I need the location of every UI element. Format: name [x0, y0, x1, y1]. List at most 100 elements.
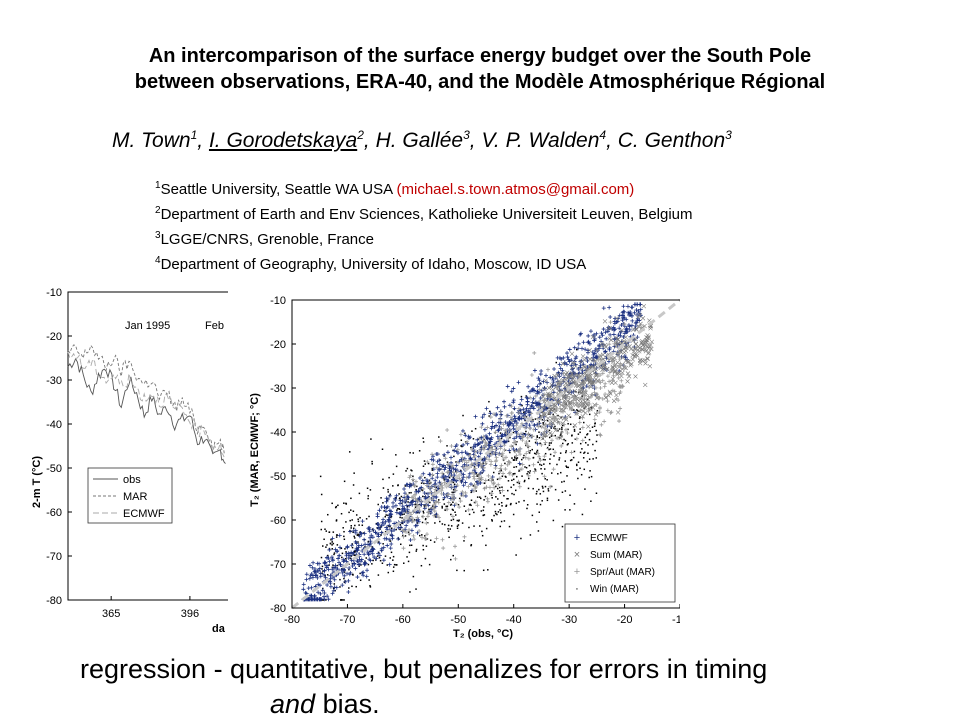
scatter-point — [567, 396, 572, 401]
scatter-point — [551, 377, 556, 382]
scatter-point — [640, 342, 646, 348]
sc-xlabel: T₂ (obs, °C) — [453, 628, 513, 640]
scatter-point — [588, 413, 591, 416]
scatter-point — [410, 544, 413, 546]
scatter-point — [466, 475, 471, 480]
scatter-point — [400, 498, 405, 503]
scatter-point — [626, 310, 631, 315]
scatter-point — [605, 408, 610, 413]
scatter-point — [442, 495, 447, 500]
scatter-point — [627, 327, 632, 332]
scatter-point — [355, 585, 357, 588]
scatter-point — [498, 490, 501, 492]
scatter-point — [323, 538, 325, 541]
scatter-point — [350, 525, 353, 527]
scatter-point — [527, 470, 529, 473]
scatter-point — [372, 559, 374, 562]
scatter-point — [472, 485, 475, 487]
scatter-point — [403, 500, 408, 505]
scatter-point — [328, 584, 333, 589]
scatter-point — [612, 389, 617, 394]
scatter-point — [554, 488, 557, 491]
scatter-point — [630, 318, 635, 323]
scatter-point — [477, 436, 482, 441]
scatter-point — [581, 340, 586, 345]
scatter-point — [487, 485, 492, 490]
scatter-point — [567, 359, 572, 364]
scatter-point — [547, 393, 552, 398]
scatter-point — [441, 546, 446, 551]
scatter-point — [487, 569, 489, 571]
scatter-point — [572, 345, 577, 350]
scatter-point — [513, 493, 515, 496]
scatter-point — [494, 455, 499, 460]
scatter-point — [479, 496, 481, 498]
scatter-point — [557, 429, 559, 432]
scatter-point — [452, 518, 455, 521]
scatter-point — [400, 528, 405, 533]
scatter-point — [492, 479, 494, 481]
scatter-point — [353, 530, 358, 535]
scatter-point — [535, 493, 538, 495]
scatter-point — [566, 357, 571, 362]
scatter-point — [427, 462, 430, 465]
scatter-point — [572, 360, 577, 365]
scatter-point — [538, 437, 541, 439]
scatter-point — [496, 427, 501, 432]
scatter-point — [370, 438, 372, 440]
scatter-point — [446, 445, 448, 447]
scatter-point — [517, 484, 522, 489]
scatter-point — [506, 459, 511, 464]
scatter-point — [582, 357, 587, 363]
sc-ylabel: T₂ (MAR, ECMWF; °C) — [249, 393, 261, 507]
scatter-point — [515, 457, 518, 460]
scatter-point — [350, 527, 352, 529]
scatter-point — [610, 378, 615, 383]
scatter-point — [595, 457, 598, 459]
scatter-point — [587, 385, 592, 390]
scatter-point — [600, 396, 605, 401]
scatter-point — [443, 479, 445, 481]
scatter-point — [597, 378, 602, 383]
scatter-point — [535, 453, 537, 455]
scatter-point — [448, 536, 450, 539]
scatter-point — [532, 457, 535, 459]
scatter-point — [482, 412, 487, 417]
scatter-point — [512, 419, 517, 424]
scatter-point — [558, 457, 561, 459]
scatter-point — [422, 544, 424, 547]
scatter-point — [649, 339, 655, 345]
scatter-point — [566, 466, 568, 468]
scatter-point — [450, 525, 453, 527]
scatter-point — [523, 480, 526, 483]
scatter-point — [462, 534, 467, 539]
scatter-point — [359, 531, 361, 533]
scatter-point — [430, 462, 435, 467]
scatter-point — [388, 511, 393, 516]
scatter-point — [392, 566, 395, 568]
scatter-point — [570, 459, 573, 461]
scatter-point — [398, 525, 403, 530]
scatter-point — [445, 507, 450, 512]
scatter-point — [594, 402, 599, 407]
scatter-point — [346, 556, 351, 561]
scatter-point — [541, 411, 546, 417]
scatter-point — [316, 590, 321, 595]
scatter-point — [557, 400, 562, 405]
scatter-point — [548, 448, 550, 451]
scatter-point — [531, 448, 534, 451]
scatter-point — [524, 406, 529, 411]
scatter-point — [580, 425, 585, 430]
scatter-point — [426, 510, 431, 515]
email-link[interactable]: (michael.s.town.atmos@gmail.com) — [396, 181, 635, 198]
scatter-point — [394, 510, 399, 515]
sc-ytick-label: -30 — [270, 383, 286, 395]
scatter-point — [532, 350, 537, 355]
scatter-point — [498, 466, 503, 471]
scatter-point — [608, 320, 613, 325]
scatter-point — [401, 546, 406, 551]
scatter-point — [541, 419, 544, 421]
scatter-point — [331, 544, 333, 546]
scatter-point — [384, 525, 389, 530]
scatter-point — [408, 537, 413, 542]
